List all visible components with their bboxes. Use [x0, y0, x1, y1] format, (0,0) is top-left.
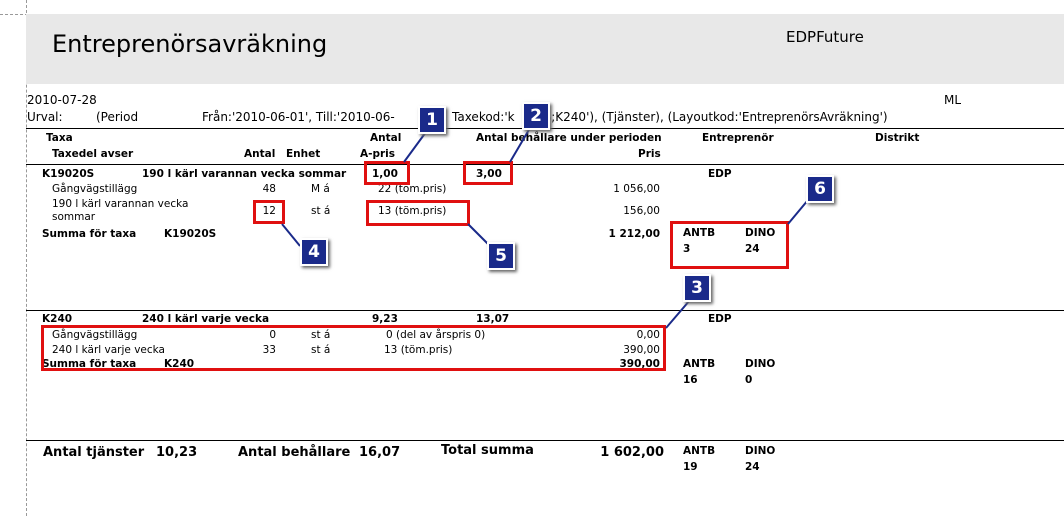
callout-marker-2: 2: [522, 102, 550, 130]
summa-value: 1 212,00: [608, 228, 660, 240]
district-header-1: ANTB: [683, 227, 716, 239]
callout-marker-6: 6: [806, 175, 834, 203]
highlight-box-rows: [41, 325, 666, 371]
summa-code: K240: [164, 358, 195, 370]
row-a-pris: 22 (töm.pris): [378, 183, 447, 195]
col-a-pris: A-pris: [360, 148, 396, 160]
group-description: 240 l kärl varje vecka: [142, 313, 270, 325]
group-a-pris: 1,00: [372, 168, 398, 180]
callout-marker-1: 1: [418, 106, 446, 134]
company-name: EDPFuture: [786, 28, 864, 46]
selection-taxekod: Taxekod:'k: [452, 110, 515, 124]
total-tjanster-value: 10,23: [156, 445, 198, 460]
group-description: 190 l kärl varannan vecka sommar: [142, 168, 347, 180]
report-user: ML: [944, 93, 962, 107]
callout-marker-5: 5: [487, 242, 515, 270]
group-entreprenor: EDP: [708, 168, 732, 180]
row-antal: 12: [262, 205, 276, 217]
row-a-pris: 13 (töm.pris): [378, 205, 447, 217]
summa-label: Summa för taxa: [42, 358, 137, 370]
col-antal-top: Antal: [370, 132, 402, 144]
row-name-line1: 190 l kärl varannan vecka: [52, 198, 189, 210]
col-antal: Antal: [244, 148, 276, 160]
district-value-1: 16: [683, 374, 698, 386]
period-label: (Period: [96, 110, 139, 124]
col-enhet: Enhet: [286, 148, 321, 160]
row-name: Gångvägstillägg: [52, 329, 138, 341]
highlight-box-antal: [253, 200, 285, 224]
row-pris: 1 056,00: [613, 183, 660, 195]
district-header-1: ANTB: [683, 445, 716, 457]
callout-marker-4: 4: [300, 238, 328, 266]
group-a-pris: 9,23: [372, 313, 398, 325]
highlight-box-district: [670, 221, 789, 269]
col-taxedel: Taxedel avser: [52, 148, 134, 160]
row-antal: 48: [262, 183, 276, 195]
total-tjanster-label: Antal tjänster: [43, 445, 145, 460]
row-name-line2: sommar: [52, 211, 96, 223]
col-pris: Pris: [638, 148, 661, 160]
district-value-1: 19: [683, 461, 698, 473]
summa-value: 390,00: [619, 358, 660, 370]
district-value-2: 0: [745, 374, 753, 386]
group-code: K19020S: [42, 168, 95, 180]
row-a-pris: 13 (töm.pris): [384, 344, 453, 356]
row-antal: 0: [269, 329, 276, 341]
highlight-box-a-pris-row: [366, 200, 470, 226]
totals-separator: [26, 440, 1064, 441]
page-margin-left: [26, 0, 27, 516]
selection-dates: Från:'2010-06-01', Till:'2010-06-: [202, 110, 395, 124]
row-name: Gångvägstillägg: [52, 183, 138, 195]
row-enhet: st á: [311, 344, 331, 356]
col-entreprenor: Entreprenör: [702, 132, 774, 144]
district-value-1: 3: [683, 243, 691, 255]
group-entreprenor: EDP: [708, 313, 732, 325]
district-header-1: ANTB: [683, 358, 716, 370]
total-summa-label: Total summa: [441, 443, 534, 458]
row-pris: 0,00: [636, 329, 660, 341]
group-antal-behallare: 13,07: [476, 313, 510, 325]
district-value-2: 24: [745, 243, 760, 255]
callout-marker-3: 3: [683, 274, 711, 302]
group-antal-behallare: 3,00: [476, 168, 502, 180]
district-header-2: DINO: [745, 358, 776, 370]
row-pris: 156,00: [623, 205, 660, 217]
row-enhet: st á: [311, 205, 331, 217]
report-date: 2010-07-28: [27, 93, 97, 107]
highlight-box-antal-behallare: [463, 161, 513, 185]
group-code: K240: [42, 313, 73, 325]
district-value-2: 24: [745, 461, 760, 473]
report-header: [26, 14, 1064, 84]
row-antal: 33: [262, 344, 276, 356]
report-title: Entreprenörsavräkning: [52, 30, 328, 58]
group-separator: [26, 310, 1064, 311]
selection-rest: 0S;K240'), (Tjänster), (Layoutkod:'Entre…: [536, 110, 888, 124]
header-rule-bottom: [26, 164, 1064, 165]
col-distrikt: Distrikt: [875, 132, 920, 144]
highlight-box-a-pris: [364, 161, 410, 185]
summa-label: Summa för taxa: [42, 228, 137, 240]
row-a-pris: 0 (del av årspris 0): [386, 329, 486, 341]
col-taxa: Taxa: [46, 132, 73, 144]
selection-label: Urval:: [27, 110, 63, 124]
district-header-2: DINO: [745, 445, 776, 457]
district-header-2: DINO: [745, 227, 776, 239]
total-summa-value: 1 602,00: [600, 445, 664, 460]
row-pris: 390,00: [623, 344, 660, 356]
row-name: 240 l kärl varje vecka: [52, 344, 165, 356]
summa-code: K19020S: [164, 228, 217, 240]
total-behallare-label: Antal behållare: [238, 445, 351, 460]
row-enhet: st á: [311, 329, 331, 341]
row-enhet: M á: [311, 183, 330, 195]
total-behallare-value: 16,07: [359, 445, 401, 460]
